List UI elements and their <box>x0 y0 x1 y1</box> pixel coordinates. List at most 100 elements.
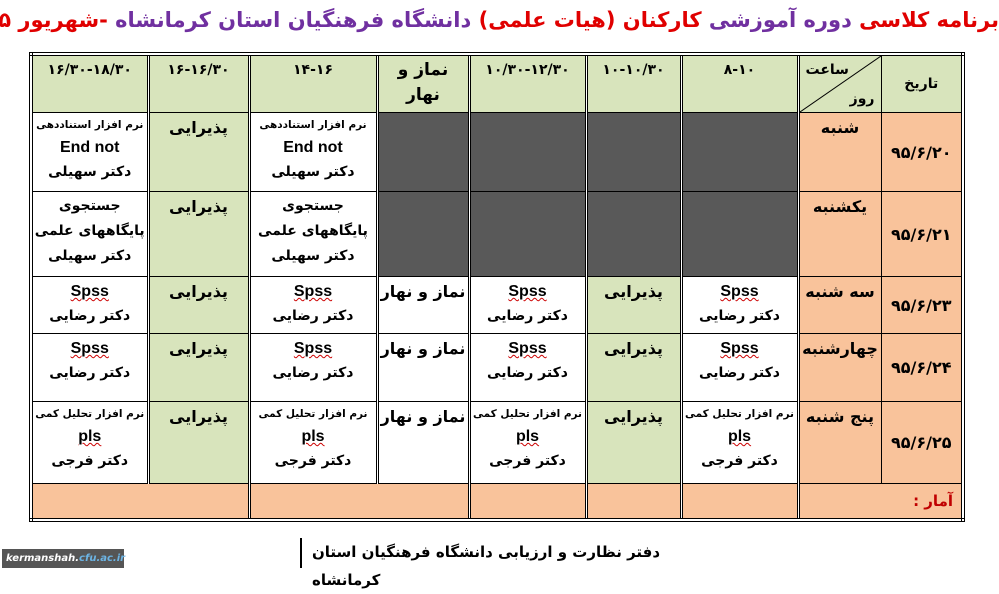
stats-cell <box>467 483 587 521</box>
cell-line: نرم افزار استناددهی <box>36 119 144 131</box>
cell-line: دکتر فرجی <box>274 453 352 469</box>
cell-line: دکتر رضایی <box>699 308 780 324</box>
session-cell: نرم افزار تحلیل کمی pls دکتر فرجی <box>247 401 378 484</box>
cell-line: pls <box>727 428 752 445</box>
cell-line: دکتر رضایی <box>699 365 780 381</box>
cell-line: نرم افزار تحلیل کمی <box>35 408 145 420</box>
cell-line: End not <box>283 139 343 156</box>
blocked-cell <box>584 191 682 277</box>
cell-line: جستجوی <box>58 198 121 214</box>
cell-line: Spss <box>293 340 333 357</box>
day-cell: چهارشنبه <box>796 333 882 402</box>
cell-line: Spss <box>70 283 109 300</box>
session-cell: Spss دکتر رضایی <box>467 276 587 334</box>
header-hour-day: ساعت روز <box>796 53 882 113</box>
blocked-cell <box>679 112 799 192</box>
cell-line: نرم افزار استناددهی <box>259 119 367 131</box>
cell-line: پایگاههای علمی <box>258 223 368 239</box>
cell-line: نرم افزار تحلیل کمی <box>472 408 582 420</box>
cell-line: pls <box>78 428 102 445</box>
session-cell: نرم افزار استناددهی End not دکتر سهیلی <box>247 112 378 192</box>
session-cell: نرم افزار استناددهی End not دکتر سهیلی <box>29 112 149 192</box>
cell-line: نماز و نهار <box>380 282 466 301</box>
cell-line: pls <box>515 428 540 445</box>
cell-line: پذیرایی <box>169 339 228 358</box>
stats-cell <box>584 483 682 521</box>
session-cell: Spss دکتر رضایی <box>679 276 799 334</box>
footer-office: دفتر نظارت و ارزیابی دانشگاه فرهنگیان اس… <box>300 538 722 589</box>
date-cell: ۹۵/۶/۲۳ <box>880 276 964 334</box>
session-cell: Spss دکتر رضایی <box>679 333 799 402</box>
cell-line: پذیرایی <box>169 118 228 137</box>
cell-line: پایگاههای علمی <box>34 223 145 239</box>
table-row: ۹۵/۶/۲۰ شنبه نرم افزار استناددهی End not دکت… <box>29 112 964 192</box>
site-logo: kermanshah.cfu.ac.ir <box>2 549 125 568</box>
cell-line: Spss <box>720 340 759 357</box>
cell-line: Spss <box>293 283 333 300</box>
cell-line: دکتر رضایی <box>49 308 131 324</box>
table-row: ۹۵/۶/۲۱ یکشنبه جستجوی پایگاههای علمی دکتر سه… <box>29 191 964 277</box>
session-cell: نرم افزار تحلیل کمی pls دکتر فرجی <box>679 401 799 484</box>
cell-line: نماز و نهار <box>380 407 466 426</box>
day-cell: پنج شنبه <box>796 401 882 484</box>
session-cell: نرم افزار تحلیل کمی pls دکتر فرجی <box>29 401 149 484</box>
header-date: تاریخ <box>880 53 964 113</box>
cell-line: نماز و نهار <box>380 339 466 358</box>
session-cell: پذیرایی <box>146 333 250 402</box>
cell-line: دکتر رضایی <box>487 308 568 324</box>
blocked-cell <box>375 191 470 277</box>
cell-line: Spss <box>70 340 109 357</box>
session-cell: جستجوی پایگاههای علمی دکتر سهیلی <box>247 191 378 277</box>
date-cell: ۹۵/۶/۲۴ <box>880 333 964 402</box>
cell-line: پذیرایی <box>169 282 228 301</box>
session-cell: پذیرایی <box>146 401 250 484</box>
cell-line: دکتر رضایی <box>487 365 568 381</box>
header-time-slot: ۱۰-۱۰/۳۰ <box>584 53 682 113</box>
session-cell: پذیرایی <box>584 276 682 334</box>
cell-line: جستجوی <box>282 198 344 214</box>
header-time-slot: ۱۰/۳۰-۱۲/۳۰ <box>467 53 587 113</box>
cell-line: دکتر سهیلی <box>271 164 355 180</box>
schedule-table: تاریخ ساعت روز ۸-۱۰ ۱۰-۱۰/۳۰ ۱۰/۳۰-۱۲/۳۰ نماز … <box>29 52 965 522</box>
cell-line: نرم افزار تحلیل کمی <box>258 408 368 420</box>
header-time-slot: ۸-۱۰ <box>679 53 799 113</box>
stats-cell <box>247 483 470 521</box>
cell-line: دکتر رضایی <box>272 308 354 324</box>
session-cell: پذیرایی <box>146 191 250 277</box>
session-cell: پذیرایی <box>584 401 682 484</box>
header-row: تاریخ ساعت روز ۸-۱۰ ۱۰-۱۰/۳۰ ۱۰/۳۰-۱۲/۳۰ نماز … <box>29 53 964 113</box>
day-cell: سه شنبه <box>796 276 882 334</box>
blocked-cell <box>375 112 470 192</box>
blocked-cell <box>467 112 587 192</box>
cell-line: دکتر سهیلی <box>48 248 132 264</box>
session-cell: نرم افزار تحلیل کمی pls دکتر فرجی <box>467 401 587 484</box>
cell-line: دکتر رضایی <box>49 365 131 381</box>
stats-row: آمار : <box>30 483 964 521</box>
header-time-slot: ۱۶-۱۶/۳۰ <box>146 53 250 113</box>
cell-line: پذیرایی <box>604 407 663 426</box>
session-cell: Spss دکتر رضایی <box>247 276 378 334</box>
cell-line: دکتر فرجی <box>51 453 129 469</box>
cell-line: نرم افزار تحلیل کمی <box>684 408 794 420</box>
blocked-cell <box>467 191 587 277</box>
stats-cell <box>30 483 250 521</box>
stats-label: آمار : <box>796 483 964 521</box>
table-row: ۹۵/۶/۲۳ سه شنبه Spss دکتر رضایی پذیرایی Spss د… <box>29 276 964 334</box>
blocked-cell <box>679 191 799 277</box>
cell-line: Spss <box>508 283 547 300</box>
session-cell: نماز و نهار <box>375 276 470 334</box>
header-time-slot: نماز و نهار <box>375 53 470 113</box>
cell-line: پذیرایی <box>604 339 663 358</box>
blocked-cell <box>584 112 682 192</box>
date-cell: ۹۵/۶/۲۵ <box>880 401 964 484</box>
stats-cell <box>679 483 799 521</box>
page-title: برنامه کلاسی دوره آموزشی کارکنان (هیات ع… <box>0 8 999 32</box>
session-cell: پذیرایی <box>146 112 250 192</box>
cell-line: End not <box>59 139 120 156</box>
cell-line: Spss <box>508 340 547 357</box>
cell-line: دکتر سهیلی <box>271 248 355 264</box>
day-cell: یکشنبه <box>796 191 882 277</box>
session-cell: جستجوی پایگاههای علمی دکتر سهیلی <box>29 191 149 277</box>
table-row: ۹۵/۶/۲۵ پنج شنبه نرم افزار تحلیل کمی pls دکت… <box>29 401 964 484</box>
session-cell: Spss دکتر رضایی <box>29 333 149 402</box>
